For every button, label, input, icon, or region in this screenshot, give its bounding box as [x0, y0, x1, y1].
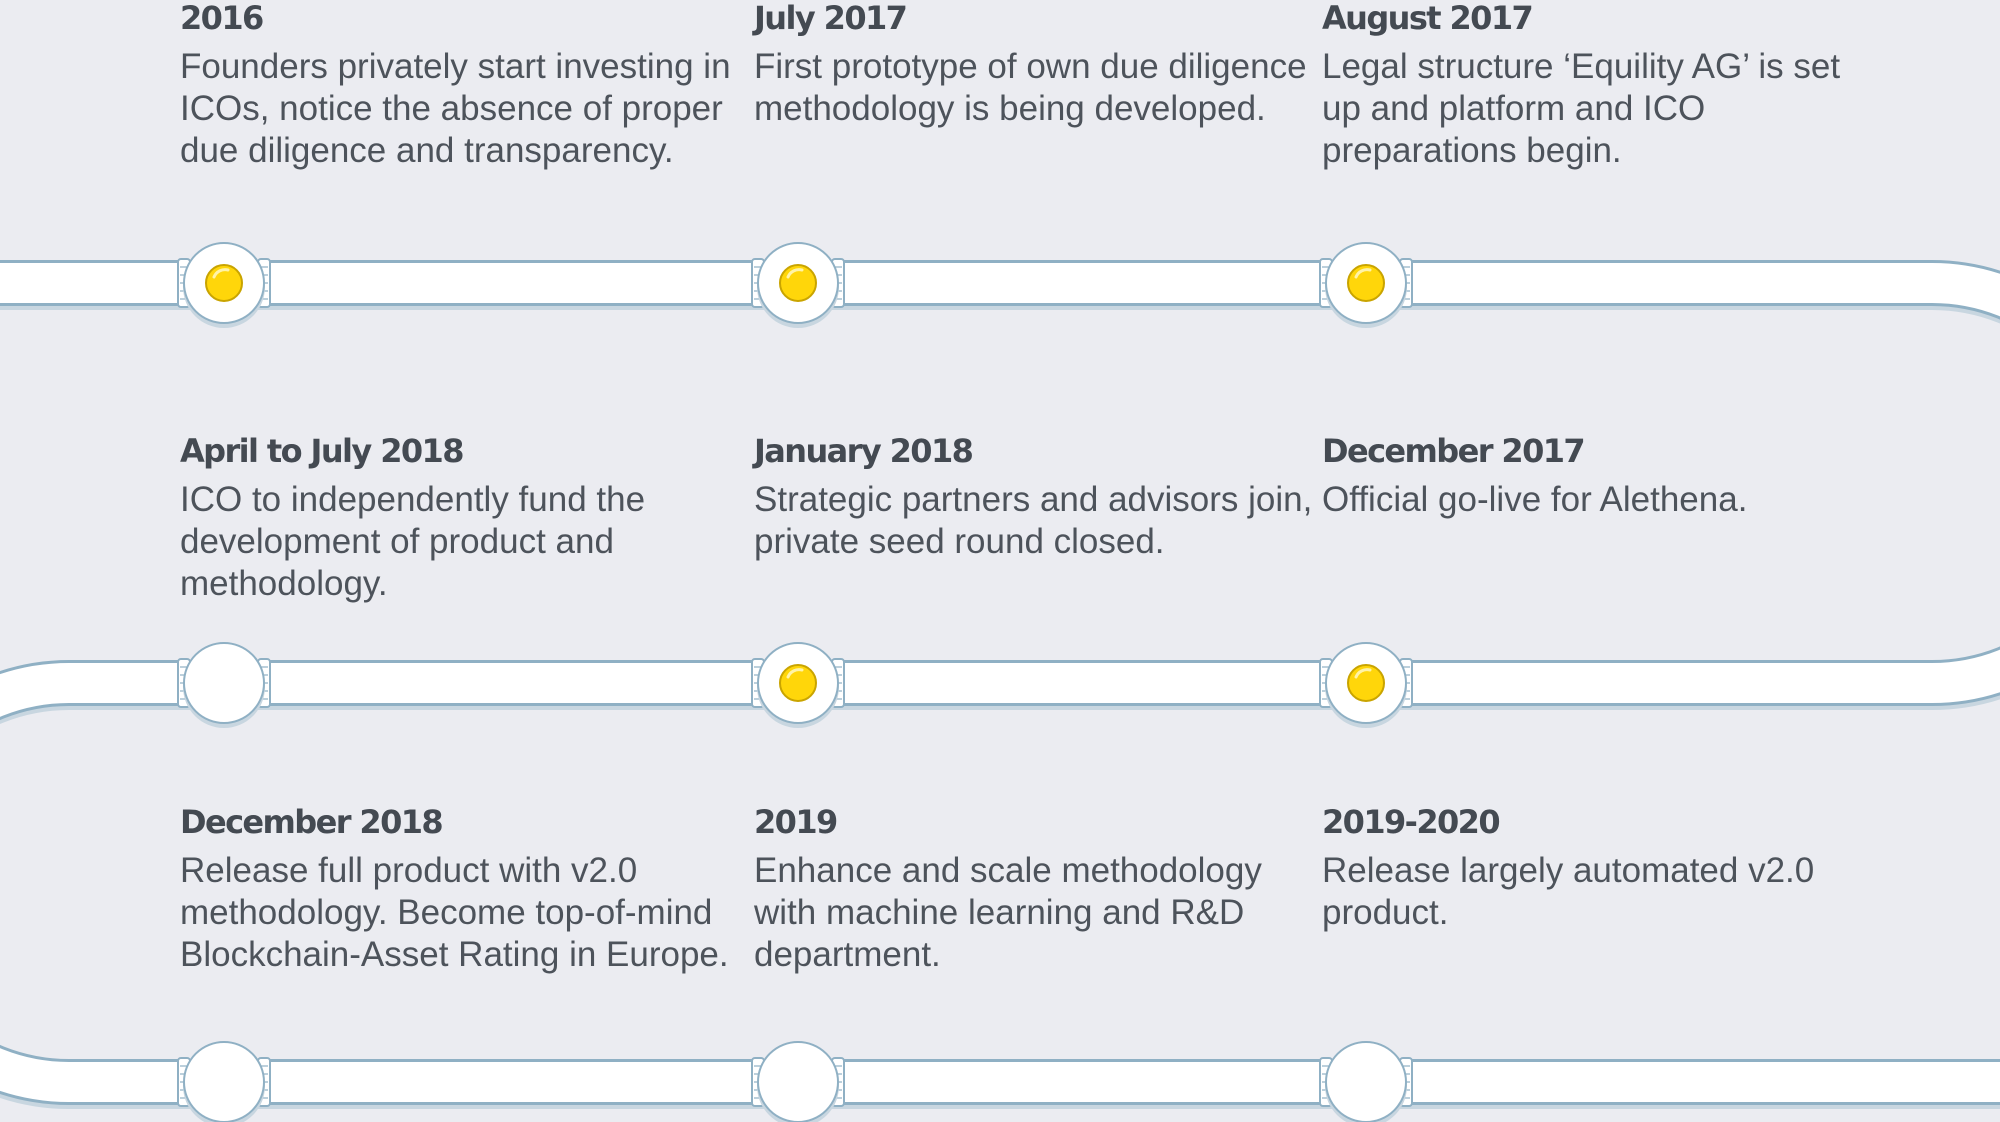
- milestone-node-august-2017: [1319, 242, 1413, 328]
- milestone-date: 2019-2020: [1322, 803, 1501, 841]
- milestone-description: Release largely automated v2.0 product.: [1322, 851, 1815, 932]
- milestone-august-2017: August 2017 Legal structure ‘Equility AG’…: [1322, 0, 1882, 172]
- status-light-shine: [786, 668, 804, 679]
- node-circle: [183, 642, 265, 724]
- milestone-2016: 2016 Founders privately start investing i…: [180, 0, 740, 172]
- milestone-date: December 2017: [1322, 432, 1586, 470]
- milestone-node-july-2017: [751, 242, 845, 328]
- milestone-node-january-2018: [751, 642, 845, 728]
- milestone-date: July 2017: [754, 0, 908, 37]
- milestone-april-to-july-2018: April to July 2018 ICO to independently f…: [180, 433, 740, 605]
- milestone-node-2019-2020: [1319, 1041, 1413, 1122]
- status-light-shine: [1354, 668, 1372, 679]
- milestone-node-december-2018: [177, 1041, 271, 1122]
- milestone-date: April to July 2018: [180, 432, 464, 470]
- milestone-date: 2016: [180, 0, 264, 37]
- status-light-shine: [786, 268, 804, 279]
- milestone-description: Legal structure ‘Equility AG’ is set up …: [1322, 47, 1841, 170]
- milestone-december-2018: December 2018 Release full product with v…: [180, 804, 740, 976]
- milestone-nodes: [177, 242, 1413, 1122]
- node-circle: [183, 1041, 265, 1122]
- milestone-description: ICO to independently fund the developmen…: [180, 480, 646, 603]
- milestone-node-2016: [177, 242, 271, 328]
- milestone-node-april-to-july-2018: [177, 642, 271, 728]
- milestone-node-2019: [751, 1041, 845, 1122]
- milestone-description: Official go-live for Alethena.: [1322, 480, 1748, 519]
- milestone-2019: 2019 Enhance and scale methodology with m…: [754, 804, 1314, 976]
- milestone-2019-2020: 2019-2020 Release largely automated v2.0 …: [1322, 804, 1882, 934]
- milestone-description: Enhance and scale methodology with machi…: [754, 851, 1262, 974]
- pipe-body: [0, 263, 2000, 1102]
- milestone-description: Founders privately start investing in IC…: [180, 47, 731, 170]
- node-circle: [1325, 1041, 1407, 1122]
- milestone-date: August 2017: [1322, 0, 1534, 37]
- milestone-description: Strategic partners and advisors join, pr…: [754, 480, 1313, 561]
- milestone-date: 2019: [754, 803, 838, 841]
- node-circle: [757, 1041, 839, 1122]
- status-light-shine: [1354, 268, 1372, 279]
- milestone-january-2018: January 2018 Strategic partners and advis…: [754, 433, 1314, 563]
- milestone-date: December 2018: [180, 803, 444, 841]
- status-light-shine: [212, 268, 230, 279]
- milestone-description: First prototype of own due diligence met…: [754, 47, 1307, 128]
- milestone-node-december-2017: [1319, 642, 1413, 728]
- milestone-description: Release full product with v2.0 methodolo…: [180, 851, 729, 974]
- milestone-date: January 2018: [754, 432, 974, 470]
- milestone-july-2017: July 2017 First prototype of own due dili…: [754, 0, 1314, 130]
- milestone-december-2017: December 2017 Official go-live for Alethe…: [1322, 433, 1882, 521]
